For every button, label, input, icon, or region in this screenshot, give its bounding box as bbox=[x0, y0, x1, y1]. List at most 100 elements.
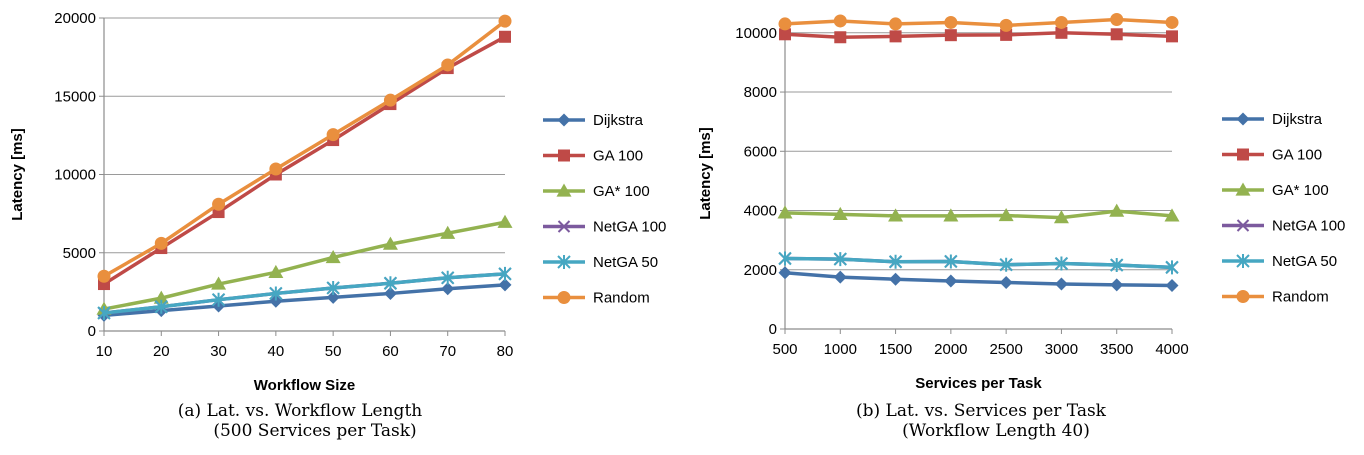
a-legend-marker-netga-100 bbox=[557, 220, 571, 233]
a-point-random bbox=[326, 128, 340, 142]
b-x-tick-label: 4000 bbox=[1155, 341, 1188, 358]
b-point-netga-50 bbox=[1110, 258, 1124, 273]
latency-vs-services-per-task-chart: 0 2000 4000 6000 8000 10000 500 1000 1500 2000 250… bbox=[697, 12, 1345, 392]
a-point-random bbox=[269, 162, 283, 176]
b-legend-label-netga-50: NetGA 50 bbox=[1272, 253, 1337, 270]
b-y-tick-label: 0 bbox=[769, 321, 777, 338]
a-x-tick-label: 70 bbox=[439, 343, 456, 360]
a-point-netga-50 bbox=[269, 286, 283, 301]
a-line-ga-star-100 bbox=[103, 220, 506, 311]
a-x-tick-label: 80 bbox=[497, 343, 514, 360]
b-point-netga-50 bbox=[888, 254, 903, 269]
b-series-ga-star-100 bbox=[777, 203, 1180, 224]
a-line-dijkstra bbox=[103, 283, 506, 318]
b-x-tick-label: 1000 bbox=[824, 341, 857, 358]
a-line-random bbox=[103, 19, 507, 278]
b-legend-marker-ga-star-100 bbox=[1235, 182, 1251, 196]
b-point-dijkstra bbox=[1165, 278, 1179, 292]
b-legend-label-dijkstra: Dijkstra bbox=[1272, 111, 1323, 128]
a-point-netga-50 bbox=[211, 292, 226, 307]
b-series-random bbox=[778, 12, 1179, 32]
a-point-ga-star-100 bbox=[497, 214, 513, 228]
b-point-dijkstra bbox=[1110, 278, 1124, 292]
b-point-dijkstra bbox=[889, 272, 903, 286]
a-legend-item-netga-100: NetGA 100 bbox=[543, 219, 666, 236]
a-x-tick-label: 60 bbox=[382, 343, 399, 360]
a-point-random bbox=[154, 236, 168, 250]
a-point-random bbox=[498, 14, 512, 28]
a-y-tick-label: 0 bbox=[88, 323, 96, 340]
caption-b: (b) Lat. vs. Services per Task (Workflow… bbox=[766, 401, 1196, 441]
a-legend-marker-random bbox=[557, 291, 571, 304]
a-legend-label-netga-100: NetGA 100 bbox=[593, 219, 666, 236]
b-x-tick-label: 1500 bbox=[879, 341, 912, 358]
a-legend-marker-netga-50 bbox=[557, 255, 571, 269]
b-legend-item-ga-100: GA 100 bbox=[1222, 147, 1322, 164]
a-point-netga-50 bbox=[326, 280, 340, 295]
b-point-ga-star-100 bbox=[777, 205, 793, 219]
b-line-ga-star-100 bbox=[784, 209, 1173, 220]
a-point-dijkstra bbox=[326, 290, 340, 304]
b-legend-label-ga-star-100: GA* 100 bbox=[1272, 182, 1329, 199]
a-point-dijkstra bbox=[383, 286, 397, 300]
caption-b-line1: (b) Lat. vs. Services per Task bbox=[856, 401, 1106, 421]
b-point-netga-50 bbox=[1165, 260, 1179, 275]
b-point-ga-star-100 bbox=[888, 208, 904, 222]
a-x-axis-title: Workflow Size bbox=[254, 377, 355, 394]
b-legend: Dijkstra GA 100 GA* 100 NetGA 100 NetGA 50 Ra… bbox=[1222, 111, 1345, 306]
a-point-netga-50 bbox=[498, 266, 512, 281]
a-point-netga-50 bbox=[154, 299, 168, 314]
b-y-tick-label: 8000 bbox=[744, 84, 777, 101]
a-point-ga-star-100 bbox=[440, 225, 456, 239]
b-x-tick-label: 3000 bbox=[1045, 341, 1078, 358]
caption-a-line1: (a) Lat. vs. Workflow Length bbox=[177, 401, 423, 421]
a-y-tick-label: 15000 bbox=[54, 88, 96, 105]
a-legend-label-netga-50: NetGA 50 bbox=[593, 254, 658, 271]
b-point-random bbox=[944, 15, 958, 29]
a-point-random bbox=[97, 269, 111, 283]
a-y-tick-label: 10000 bbox=[54, 167, 96, 184]
b-point-ga-star-100 bbox=[1109, 203, 1125, 217]
b-point-ga-100 bbox=[1166, 30, 1178, 43]
a-y-tick-label: 5000 bbox=[63, 245, 96, 262]
a-point-ga-star-100 bbox=[382, 236, 398, 250]
chart-panel-a: 0 5000 10000 15000 20000 10 20 30 40 50 60 70 80 Work… bbox=[9, 10, 666, 441]
a-legend: Dijkstra GA 100 GA* 100 NetGA 100 NetGA 50 Ra… bbox=[543, 112, 666, 307]
a-legend-item-random: Random bbox=[543, 290, 650, 307]
b-legend-marker-ga-100 bbox=[1237, 148, 1249, 161]
b-legend-item-random: Random bbox=[1222, 289, 1329, 306]
b-point-ga-star-100 bbox=[1053, 210, 1069, 224]
a-series-random bbox=[97, 14, 512, 283]
a-point-ga-star-100 bbox=[325, 249, 341, 264]
a-point-ga-100 bbox=[499, 30, 511, 43]
b-legend-marker-netga-100 bbox=[1236, 219, 1250, 232]
a-point-dijkstra bbox=[441, 282, 455, 296]
a-legend-item-ga-100: GA 100 bbox=[543, 148, 643, 165]
b-series-netga-50 bbox=[778, 251, 1179, 275]
b-legend-marker-netga-50 bbox=[1236, 254, 1250, 268]
caption-a-line2: (500 Services per Task) bbox=[213, 421, 417, 441]
b-line-netga-50 bbox=[784, 256, 1173, 270]
b-point-ga-star-100 bbox=[832, 206, 848, 220]
b-x-axis-title: Services per Task bbox=[915, 375, 1042, 392]
chart-panel-b: 0 2000 4000 6000 8000 10000 500 1000 1500 2000 250… bbox=[690, 0, 1364, 455]
a-legend-label-ga-star-100: GA* 100 bbox=[593, 183, 650, 200]
b-point-dijkstra bbox=[778, 266, 792, 280]
b-point-random bbox=[1165, 15, 1179, 29]
b-point-netga-50 bbox=[778, 251, 792, 266]
b-point-random bbox=[833, 14, 847, 28]
b-point-netga-50 bbox=[1054, 256, 1069, 271]
b-point-random bbox=[1110, 12, 1124, 26]
a-point-random bbox=[441, 58, 455, 72]
b-series-dijkstra bbox=[778, 266, 1179, 292]
b-y-tick-label: 2000 bbox=[744, 262, 777, 279]
b-legend-label-netga-100: NetGA 100 bbox=[1272, 218, 1345, 235]
a-point-ga-star-100 bbox=[153, 290, 169, 304]
latency-vs-workflow-size-chart: 0 5000 10000 15000 20000 10 20 30 40 50 60 70 80 Work… bbox=[9, 10, 666, 394]
b-x-tick-label: 3500 bbox=[1100, 341, 1133, 358]
b-point-random bbox=[1054, 15, 1068, 29]
b-point-dijkstra bbox=[833, 270, 847, 284]
b-point-ga-100 bbox=[779, 28, 791, 41]
a-legend-label-random: Random bbox=[593, 290, 650, 307]
b-point-ga-star-100 bbox=[1164, 208, 1180, 222]
